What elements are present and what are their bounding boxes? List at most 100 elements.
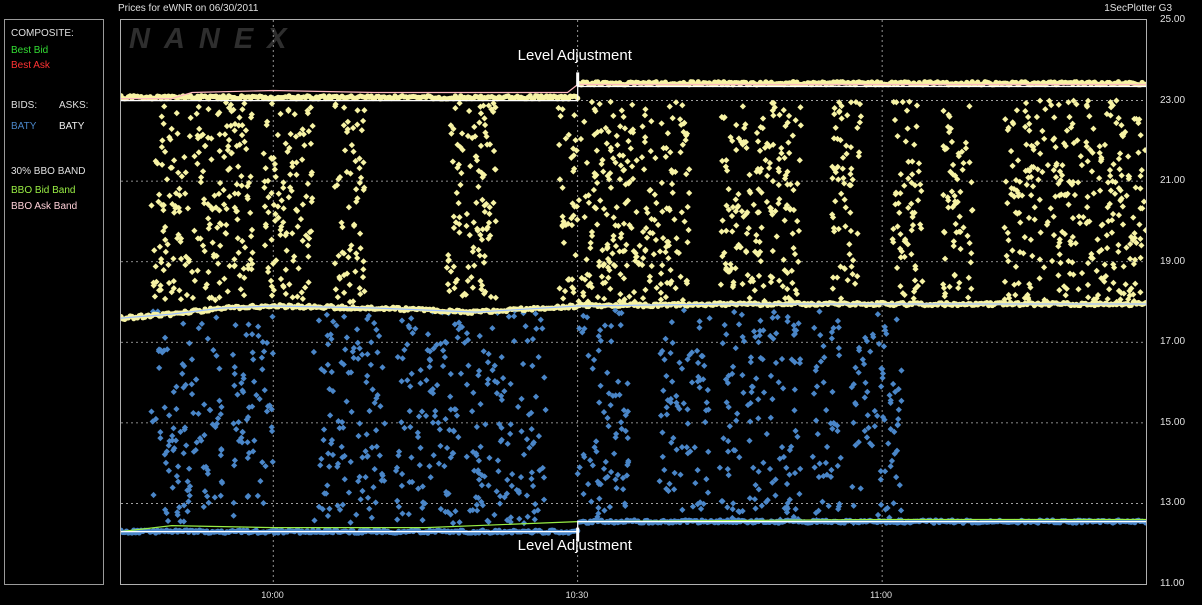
bid-quote-point	[379, 364, 386, 371]
ask-quote-point	[1110, 264, 1118, 271]
bid-quote-point	[666, 480, 673, 487]
bid-quote-point	[755, 486, 762, 493]
bid-quote-point	[245, 321, 252, 328]
ask-quote-point	[1126, 173, 1133, 180]
ask-quote-point	[735, 191, 742, 198]
ask-quote-point	[1076, 219, 1084, 227]
ask-quote-point	[773, 233, 780, 240]
bid-quote-point	[474, 507, 481, 514]
ask-quote-point	[471, 123, 478, 131]
ask-quote-point	[1104, 179, 1112, 186]
bid-quote-point	[435, 419, 442, 426]
bid-quote-point	[532, 501, 539, 508]
ask-quote-point	[854, 230, 861, 237]
ask-quote-point	[779, 283, 786, 290]
ask-quote-point	[471, 262, 478, 269]
bid-quote-point	[855, 439, 862, 446]
ask-quote-point	[574, 216, 581, 223]
bid-quote-point	[484, 359, 492, 366]
ask-quote-point	[152, 263, 159, 270]
bid-quote-point	[463, 330, 471, 337]
bid-quote-point	[204, 493, 211, 500]
bid-quote-point	[508, 482, 515, 489]
bid-quote-point	[235, 418, 242, 426]
ask-quote-point	[732, 196, 739, 203]
bid-quote-point	[342, 346, 349, 353]
ask-quote-point	[642, 106, 649, 113]
bid-quote-point	[373, 443, 380, 450]
ask-quote-point	[1072, 240, 1079, 247]
bid-quote-point	[450, 428, 457, 435]
ask-quote-point	[776, 277, 783, 284]
bid-quote-point	[353, 326, 361, 333]
ask-quote-point	[903, 107, 911, 114]
ask-quote-point	[361, 107, 368, 114]
bid-quote-point	[398, 419, 405, 426]
bid-quote-point	[860, 360, 868, 368]
ask-quote-point	[186, 133, 193, 140]
ask-quote-point	[1023, 141, 1030, 148]
ask-quote-point	[638, 154, 646, 161]
bid-quote-point	[374, 349, 381, 356]
y-tick-label: 15.00	[1160, 416, 1186, 428]
bid-quote-point	[161, 404, 168, 411]
ask-quote-point	[1098, 246, 1105, 254]
bid-quote-point	[528, 425, 535, 433]
ask-quote-point	[160, 267, 167, 274]
ask-quote-point	[839, 165, 846, 172]
bid-quote-point	[887, 463, 894, 470]
ask-quote-point	[468, 274, 475, 281]
ask-quote-point	[1084, 97, 1092, 104]
bid-quote-point	[211, 494, 218, 501]
bid-quote-point	[688, 349, 695, 356]
ask-quote-point	[1047, 205, 1054, 212]
ask-quote-point	[653, 199, 660, 207]
bid-quote-point	[260, 500, 267, 507]
ask-quote-point	[1050, 232, 1058, 239]
bid-quote-point	[369, 386, 376, 393]
ask-quote-point	[1065, 201, 1072, 208]
ask-quote-point	[829, 175, 836, 182]
bid-quote-point	[604, 369, 611, 376]
ask-quote-point	[1001, 278, 1009, 285]
ask-quote-point	[235, 190, 242, 197]
bid-quote-point	[834, 317, 842, 325]
ask-quote-point	[775, 200, 782, 207]
bid-quote-point	[540, 496, 548, 503]
bid-quote-point	[862, 334, 869, 341]
bid-quote-point	[443, 488, 450, 496]
ask-quote-point	[282, 266, 289, 273]
ask-quote-point	[966, 103, 973, 110]
ask-quote-point	[959, 166, 966, 173]
bid-quote-point	[373, 427, 380, 434]
ask-quote-point	[650, 251, 657, 258]
ask-quote-point	[1083, 143, 1090, 150]
bid-quote-point	[366, 407, 373, 415]
ask-quote-point	[241, 100, 248, 107]
bid-quote-point	[430, 345, 437, 352]
ask-quote-point	[1069, 215, 1077, 222]
ask-quote-point	[729, 228, 736, 235]
y-tick-label: 21.00	[1160, 175, 1186, 187]
ask-quote-point	[967, 259, 974, 266]
bid-quote-point	[354, 339, 361, 346]
ask-quote-point	[268, 283, 275, 290]
ask-quote-point	[848, 165, 855, 172]
bid-quote-point	[415, 485, 422, 492]
ask-quote-point	[1142, 227, 1146, 234]
ask-quote-point	[915, 160, 923, 167]
ask-quote-point	[894, 133, 901, 140]
y-tick-label: 25.00	[1160, 14, 1186, 25]
ask-quote-point	[161, 103, 168, 110]
ask-quote-point	[274, 131, 281, 139]
ask-quote-point	[1026, 127, 1033, 134]
ask-quote-point	[177, 296, 185, 303]
ask-quote-point	[453, 189, 460, 196]
ask-quote-point	[1113, 119, 1120, 127]
bid-quote-point	[417, 380, 424, 387]
bid-quote-point	[852, 364, 859, 371]
bid-quote-point	[324, 361, 331, 368]
bid-quote-point	[464, 336, 472, 344]
ask-quote-point	[1131, 230, 1138, 237]
bid-quote-point	[484, 380, 491, 388]
